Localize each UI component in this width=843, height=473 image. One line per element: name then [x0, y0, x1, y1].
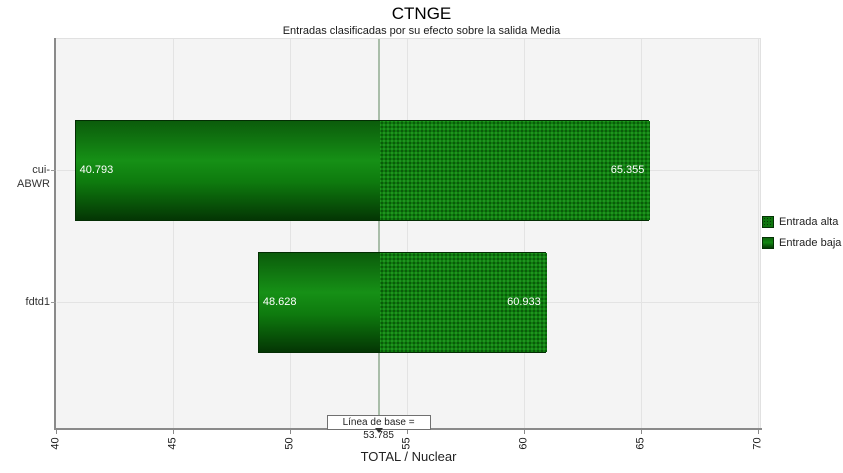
plot-border-right [760, 38, 761, 428]
y-tick-mark [51, 170, 56, 171]
y-axis-line [54, 38, 56, 430]
baseline-marker-icon [374, 428, 383, 433]
legend-item-low: Entrade baja [762, 236, 841, 249]
legend-swatch-high-icon [762, 215, 774, 228]
chart-title: CTNGE [391, 4, 452, 23]
bar-segment-low [258, 252, 380, 352]
x-tick-mark [641, 430, 642, 434]
bar-value-low: 48.628 [262, 296, 297, 308]
bar-value-high: 65.355 [610, 164, 645, 176]
bar-segment-high [379, 120, 651, 220]
bar-segment-high [379, 252, 547, 352]
legend-label-low: Entrade baja [779, 236, 842, 249]
bar-value-high: 60.933 [507, 296, 541, 308]
tornado-bar: 48.628 60.933 [257, 251, 547, 353]
x-tick-mark [56, 430, 57, 434]
legend: Entrada alta Entrade baja [762, 215, 841, 257]
vertical-gridline [173, 39, 174, 428]
tornado-bar: 40.793 65.355 [74, 119, 651, 221]
vertical-gridline [524, 39, 525, 428]
x-tick-mark [173, 430, 174, 434]
bar-value-low: 40.793 [79, 164, 114, 176]
vertical-gridline [758, 39, 759, 428]
category-label: fdtd1 [25, 296, 50, 308]
legend-swatch-low-icon [762, 236, 774, 249]
plot-border-top [56, 38, 761, 39]
legend-item-high: Entrada alta [762, 215, 841, 228]
category-label: cui-ABWR [17, 164, 50, 190]
x-tick-mark [758, 430, 759, 434]
vertical-gridline [407, 39, 408, 428]
x-tick-mark [290, 430, 291, 434]
x-tick-mark [407, 430, 408, 434]
chart-subtitle: Entradas clasificadas por su efecto sobr… [282, 25, 561, 37]
bar-segment-low [75, 120, 380, 220]
baseline-line [377, 39, 380, 428]
legend-label-high: Entrada alta [779, 215, 839, 228]
y-tick-mark [51, 302, 56, 303]
vertical-gridline [641, 39, 642, 428]
x-tick-mark [524, 430, 525, 434]
vertical-gridline [290, 39, 291, 428]
x-axis-title: TOTAL / Nuclear [360, 449, 457, 464]
plot-area [56, 38, 761, 428]
